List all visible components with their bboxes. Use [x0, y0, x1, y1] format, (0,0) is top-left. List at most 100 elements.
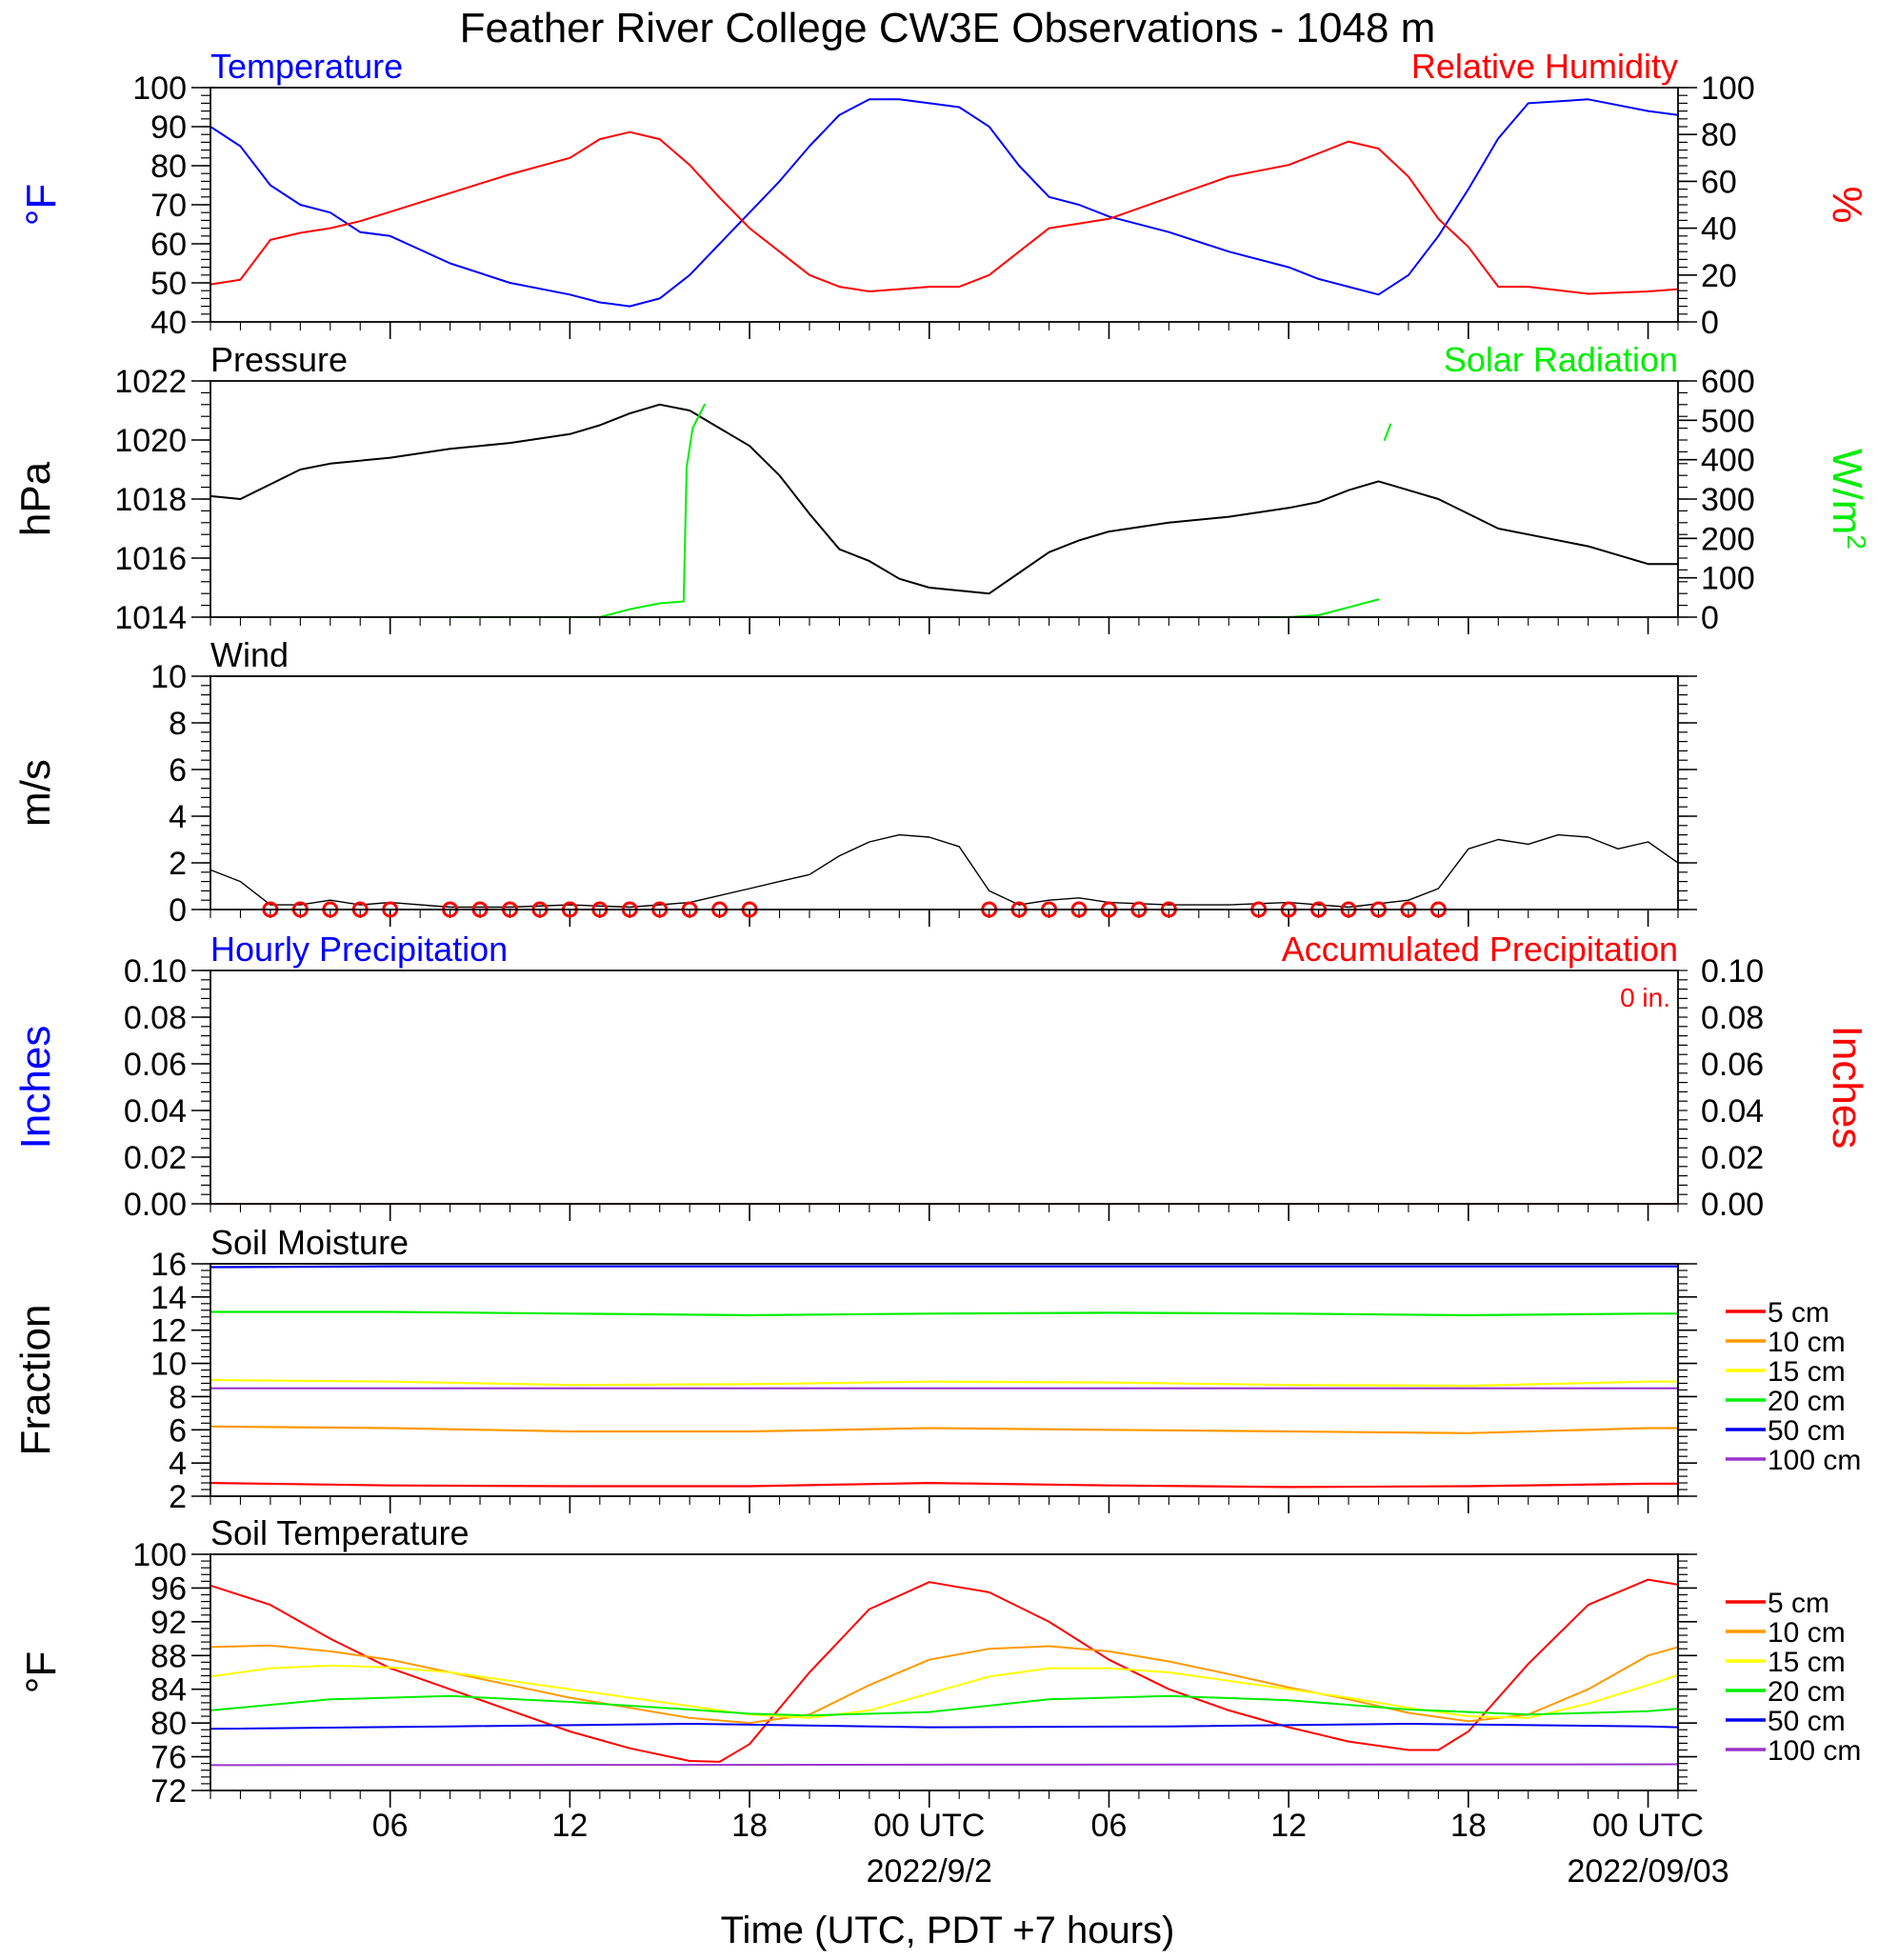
- panel-frame: [210, 970, 1679, 1205]
- series-line-5-cm: [210, 1578, 1679, 1763]
- figure-title: Feather River College CW3E Observations …: [460, 5, 1436, 51]
- panel-frame: [210, 87, 1679, 323]
- legend-label: 50 cm: [1768, 1415, 1846, 1447]
- legend-label: 5 cm: [1768, 1588, 1829, 1619]
- y-tick-label-left: 14: [150, 1280, 187, 1316]
- accumulated-precip-annotation: 0 in.: [1620, 983, 1670, 1012]
- panel-title-left: Temperature: [210, 47, 403, 86]
- y-tick-label-right: 0.10: [1701, 953, 1764, 990]
- y-tick-label-right: 0.02: [1701, 1140, 1764, 1176]
- series-line-100-cm: [210, 1763, 1679, 1767]
- x-date-label: 2022/09/03: [1567, 1853, 1728, 1890]
- series-line-10-cm: [209, 1425, 1680, 1434]
- y-axis-title-right: W/m2: [1824, 449, 1872, 550]
- y-axis-title-left: hPa: [12, 461, 59, 536]
- y-tick-label-left: 0.00: [124, 1187, 187, 1223]
- y-tick-label-left: 0.02: [124, 1140, 187, 1176]
- y-axis-title-left: °F: [18, 1651, 65, 1693]
- panel-title-left: Wind: [210, 635, 289, 674]
- x-date-label: 2022/9/2: [867, 1853, 992, 1890]
- series-line-temperature: [210, 98, 1679, 308]
- legend-label: 10 cm: [1768, 1327, 1846, 1358]
- panel-title-left: Soil Moisture: [210, 1223, 409, 1262]
- legend-label: 100 cm: [1768, 1445, 1861, 1476]
- y-tick-label-left: 100: [132, 70, 187, 107]
- series-line-solar-radiation: [1383, 423, 1392, 441]
- x-tick-label: 00 UTC: [1592, 1808, 1704, 1844]
- y-tick-label-left: 90: [150, 110, 187, 146]
- series-line-5-cm: [209, 1481, 1680, 1489]
- panel-title-right: Accumulated Precipitation: [1282, 930, 1678, 969]
- y-tick-label-left: 0.10: [124, 953, 187, 990]
- y-tick-label-right: 500: [1701, 403, 1755, 439]
- y-tick-label-right: 0.04: [1701, 1093, 1764, 1130]
- y-tick-label-left: 76: [150, 1740, 187, 1776]
- y-tick-label-left: 0.08: [124, 1000, 187, 1036]
- y-tick-label-left: 6: [169, 1412, 187, 1449]
- y-axis-title-right: Inches: [1824, 1026, 1870, 1150]
- series-line-15-cm: [209, 1378, 1680, 1388]
- y-tick-label-left: 6: [169, 752, 187, 789]
- y-axis-title-left: m/s: [12, 759, 59, 827]
- x-tick-label: 12: [1270, 1808, 1307, 1844]
- y-tick-label-left: 1014: [114, 600, 187, 636]
- series-line-wind: [210, 833, 1679, 909]
- series-line-pressure: [210, 403, 1679, 595]
- y-tick-label-right: 0.08: [1701, 1000, 1764, 1036]
- y-tick-label-left: 1016: [114, 541, 187, 577]
- y-tick-label-right: 0: [1701, 305, 1719, 341]
- legend-label: 20 cm: [1768, 1386, 1846, 1417]
- y-axis-title-left: °F: [18, 184, 65, 226]
- y-tick-label-left: 50: [150, 266, 187, 302]
- y-tick-label-right: 100: [1701, 561, 1755, 597]
- y-axis-title-right: %: [1824, 186, 1870, 223]
- y-tick-label-right: 400: [1701, 443, 1755, 479]
- panel-title-left: Soil Temperature: [210, 1513, 469, 1552]
- y-tick-label-right: 0: [1701, 600, 1719, 636]
- y-tick-label-right: 20: [1701, 258, 1737, 294]
- y-tick-label-left: 60: [150, 227, 187, 263]
- y-tick-label-right: 100: [1701, 70, 1755, 107]
- y-tick-label-left: 0.04: [124, 1093, 187, 1130]
- y-tick-label-left: 12: [150, 1313, 187, 1350]
- legend-label: 15 cm: [1768, 1356, 1846, 1388]
- y-tick-label-left: 80: [150, 149, 187, 185]
- legend-label: 50 cm: [1768, 1706, 1846, 1737]
- y-tick-label-left: 72: [150, 1773, 187, 1810]
- y-tick-label-left: 96: [150, 1570, 187, 1607]
- y-axis-title-right-superscript: 2: [1843, 534, 1872, 550]
- panel-frame: [210, 380, 1679, 618]
- y-tick-label-left: 1020: [114, 423, 187, 459]
- y-tick-label-right: 0.00: [1701, 1187, 1764, 1223]
- y-tick-label-left: 2: [169, 846, 187, 882]
- y-tick-label-left: 80: [150, 1706, 187, 1742]
- legend-label: 20 cm: [1768, 1676, 1846, 1708]
- y-tick-label-left: 92: [150, 1605, 187, 1641]
- panel-title-right: Solar Radiation: [1444, 340, 1678, 379]
- y-tick-label-right: 40: [1701, 211, 1737, 248]
- panel-title-left: Pressure: [210, 340, 348, 379]
- x-tick-label: 18: [731, 1808, 768, 1844]
- legend-label: 15 cm: [1768, 1647, 1846, 1678]
- y-tick-label-left: 10: [150, 659, 187, 695]
- series-line-20-cm: [210, 1694, 1679, 1717]
- series-line-50-cm: [210, 1723, 1679, 1730]
- y-tick-label-left: 8: [169, 706, 187, 742]
- y-tick-label-left: 0.06: [124, 1047, 187, 1083]
- y-tick-label-left: 70: [150, 188, 187, 224]
- y-tick-label-left: 100: [132, 1537, 187, 1573]
- y-tick-label-left: 40: [150, 305, 187, 341]
- y-tick-label-left: 8: [169, 1379, 187, 1415]
- legend-label: 5 cm: [1768, 1297, 1829, 1329]
- x-tick-label: 06: [1091, 1808, 1128, 1844]
- y-tick-label-left: 84: [150, 1672, 187, 1709]
- panel-precip: 0.00 0.02 0.04 0.06 0.08 0.10 0.00 0.02 0.04 0.06…: [12, 930, 1870, 1223]
- panel-title-right: Relative Humidity: [1411, 47, 1678, 86]
- y-tick-label-left: 4: [169, 1446, 187, 1482]
- y-axis-title-left: Inches: [12, 1026, 59, 1150]
